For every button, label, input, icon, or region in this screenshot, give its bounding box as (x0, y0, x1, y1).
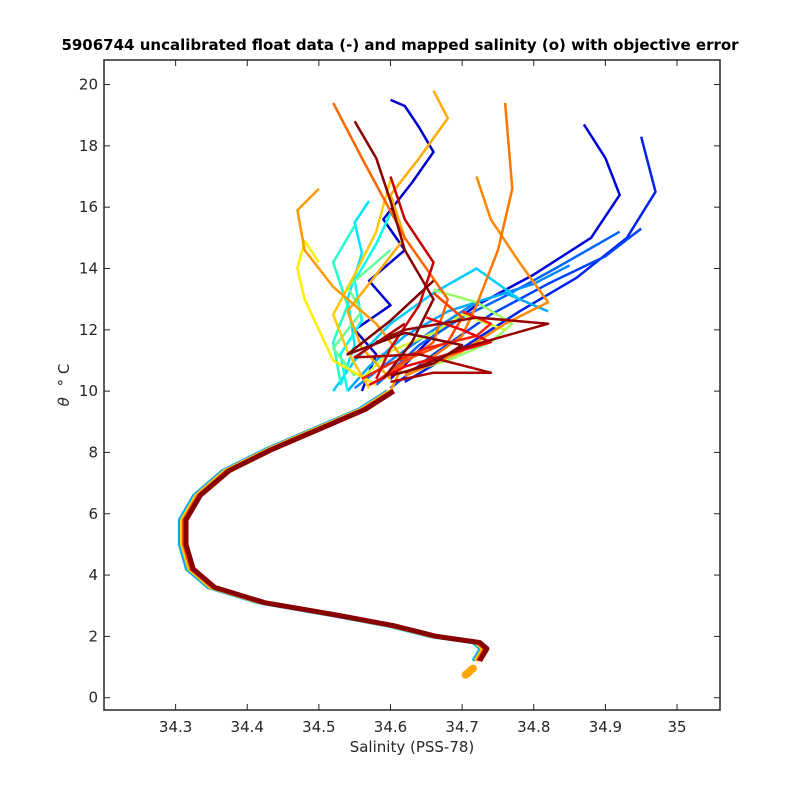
mapped-salinity-point (466, 666, 475, 675)
x-axis-label: Salinity (PSS-78) (350, 738, 475, 756)
x-tick-label: 34.7 (445, 718, 478, 736)
y-tick-label: 12 (79, 321, 98, 339)
y-axis-label: θ ° C (55, 364, 73, 407)
y-tick-label: 8 (88, 443, 98, 461)
x-tick-label: 34.9 (589, 718, 622, 736)
y-tick-label: 20 (79, 76, 98, 94)
profile-line-14 (296, 239, 377, 387)
y-axis-ticks: 0 2 4 6 8 10 12 14 16 18 20 (79, 76, 720, 707)
y-tick-label: 16 (79, 198, 98, 216)
svg-text:θ ° C: θ ° C (55, 364, 73, 407)
plot-area (104, 60, 720, 710)
series-layer (296, 90, 657, 392)
deep-profile-line-3 (183, 388, 490, 663)
x-tick-label: 34.3 (159, 718, 192, 736)
x-tick-label: 34.5 (302, 718, 335, 736)
chart-title: 5906744 uncalibrated float data (-) and … (61, 36, 739, 54)
profile-line-24 (375, 176, 435, 380)
y-tick-label: 6 (88, 505, 98, 523)
profile-line-7 (332, 267, 521, 392)
x-tick-label: 34.8 (517, 718, 550, 736)
x-tick-label: 34.4 (231, 718, 264, 736)
plot-frame (103, 59, 721, 711)
y-axis-label-symbol: θ (55, 397, 73, 406)
y-tick-label: 18 (79, 137, 98, 155)
profile-line-25 (353, 322, 493, 384)
profile-line-6 (346, 291, 549, 392)
profile-line-13 (361, 313, 506, 380)
profile-line-12 (404, 288, 514, 374)
deep-profile-layer (177, 388, 490, 663)
x-tick-label: 35 (667, 718, 686, 736)
x-axis-ticks: 34.3 34.4 34.5 34.6 34.7 34.8 34.9 35 (159, 60, 687, 736)
x-tick-label: 34.6 (374, 718, 407, 736)
y-tick-label: 10 (79, 382, 98, 400)
profile-line-10 (331, 224, 356, 383)
profile-line-5 (353, 264, 571, 390)
y-tick-label: 2 (88, 627, 98, 645)
mapped-salinity-points (461, 664, 477, 679)
profile-line-23 (368, 316, 493, 387)
y-tick-label: 0 (88, 689, 98, 707)
profile-line-28 (346, 279, 464, 378)
y-axis-label-unit: ° C (55, 364, 73, 387)
y-tick-label: 14 (79, 259, 98, 277)
profile-line-27 (353, 120, 435, 380)
y-tick-label: 4 (88, 566, 98, 584)
profile-line-0 (353, 98, 435, 392)
